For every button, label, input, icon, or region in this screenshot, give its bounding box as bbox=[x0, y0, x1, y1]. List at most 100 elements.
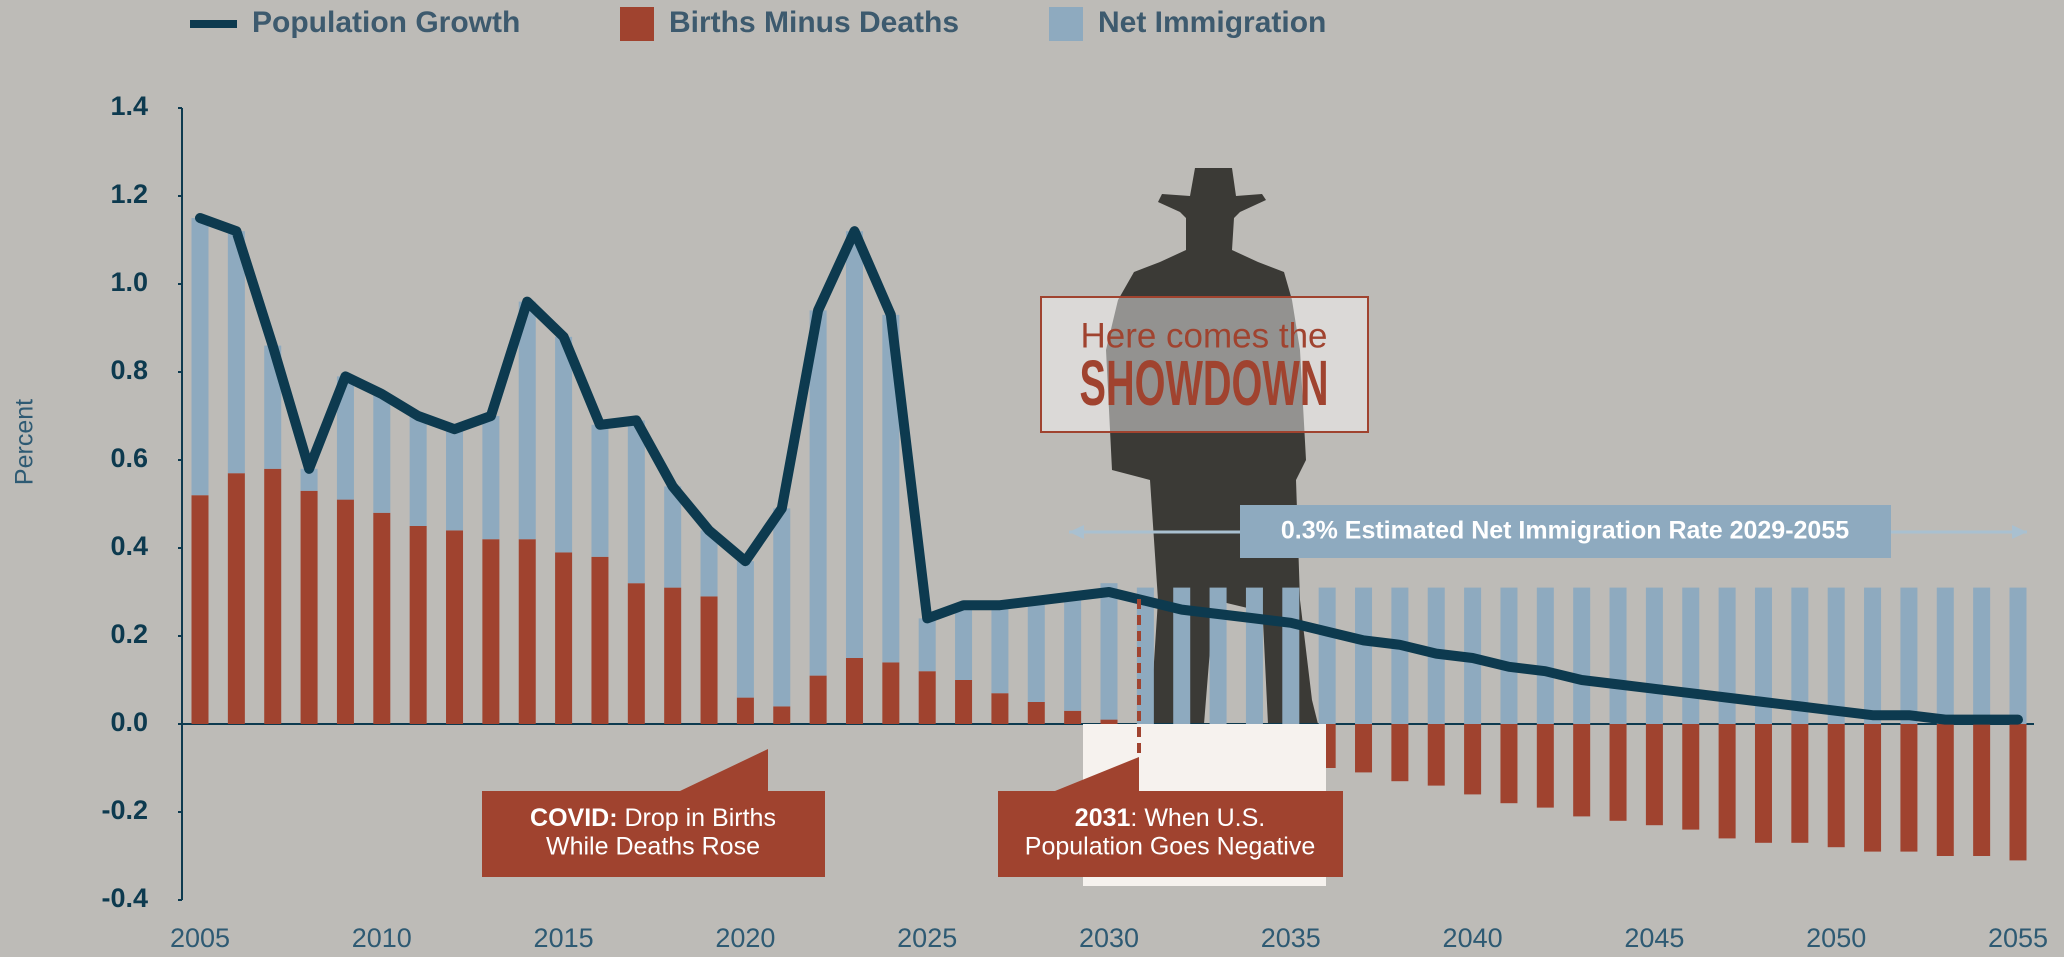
bar bbox=[1682, 724, 1699, 830]
legend-label: Net Immigration bbox=[1098, 6, 1326, 39]
bar bbox=[1355, 724, 1372, 772]
y-tick-label: 0.2 bbox=[110, 619, 148, 649]
y-tick-label: 1.2 bbox=[110, 179, 148, 209]
bar bbox=[1755, 724, 1772, 843]
y-tick-label: 0.6 bbox=[110, 443, 148, 473]
bar bbox=[410, 416, 427, 526]
bar bbox=[664, 588, 681, 724]
x-tick-label: 2020 bbox=[715, 923, 775, 953]
x-tick-label: 2055 bbox=[1988, 923, 2048, 953]
bar bbox=[1682, 588, 1699, 724]
legend-label: Births Minus Deaths bbox=[669, 6, 959, 39]
bar bbox=[846, 658, 863, 724]
bar bbox=[519, 539, 536, 724]
bar bbox=[1101, 583, 1118, 719]
bar bbox=[628, 583, 645, 724]
bar bbox=[2010, 724, 2027, 860]
bar bbox=[882, 662, 899, 724]
bar bbox=[1319, 588, 1336, 724]
x-tick-label: 2005 bbox=[170, 923, 230, 953]
bar bbox=[1900, 724, 1917, 852]
x-tick-label: 2050 bbox=[1806, 923, 1866, 953]
x-tick-label: 2035 bbox=[1261, 923, 1321, 953]
negative-line2: Population Goes Negative bbox=[1025, 833, 1315, 861]
bar bbox=[1719, 724, 1736, 838]
bar bbox=[1864, 588, 1881, 724]
bar bbox=[737, 561, 754, 697]
bar bbox=[1828, 724, 1845, 847]
bar bbox=[373, 394, 390, 513]
bar bbox=[1391, 724, 1408, 781]
bar bbox=[482, 539, 499, 724]
bar bbox=[2010, 588, 2027, 724]
bar bbox=[773, 706, 790, 724]
bar bbox=[810, 676, 827, 724]
bar bbox=[1210, 588, 1227, 724]
bar bbox=[955, 680, 972, 724]
bar bbox=[701, 596, 718, 724]
bar bbox=[1828, 588, 1845, 724]
bar bbox=[846, 231, 863, 658]
bar bbox=[628, 420, 645, 583]
bar bbox=[664, 486, 681, 587]
bar bbox=[1646, 588, 1663, 724]
bar bbox=[919, 671, 936, 724]
bar bbox=[1246, 588, 1263, 724]
legend-swatch bbox=[1049, 7, 1083, 41]
bar bbox=[1719, 588, 1736, 724]
bar bbox=[1537, 724, 1554, 808]
y-tick-label: 0.4 bbox=[110, 531, 148, 561]
legend-swatch bbox=[620, 7, 654, 41]
bar bbox=[1937, 588, 1954, 724]
negative-line1: 2031: When U.S. bbox=[1075, 804, 1265, 832]
y-tick-label: 1.0 bbox=[110, 267, 148, 297]
y-tick-label: 0.0 bbox=[110, 707, 148, 737]
y-tick-label: -0.4 bbox=[101, 883, 148, 913]
x-tick-label: 2040 bbox=[1443, 923, 1503, 953]
bar bbox=[1646, 724, 1663, 825]
bar bbox=[446, 530, 463, 724]
bar bbox=[1610, 724, 1627, 821]
bar bbox=[555, 552, 572, 724]
bar bbox=[1973, 588, 1990, 724]
chart: -0.4-0.20.00.20.40.60.81.01.21.420052010… bbox=[0, 0, 2064, 957]
bar bbox=[1500, 724, 1517, 803]
bar bbox=[301, 491, 318, 724]
bar bbox=[955, 605, 972, 680]
x-tick-label: 2010 bbox=[352, 923, 412, 953]
bar bbox=[1500, 588, 1517, 724]
x-tick-label: 2030 bbox=[1079, 923, 1139, 953]
bar bbox=[991, 605, 1008, 693]
legend-label: Population Growth bbox=[252, 6, 520, 39]
bar bbox=[1028, 702, 1045, 724]
bar bbox=[1864, 724, 1881, 852]
bar bbox=[1064, 711, 1081, 724]
y-axis-label: Percent bbox=[11, 399, 39, 485]
bar bbox=[773, 508, 790, 706]
showdown-line2: SHOWDOWN bbox=[1079, 348, 1328, 419]
bar bbox=[591, 425, 608, 557]
y-tick-label: 0.8 bbox=[110, 355, 148, 385]
bar bbox=[1610, 588, 1627, 724]
bar bbox=[446, 429, 463, 530]
covid-line2: While Deaths Rose bbox=[546, 833, 760, 861]
y-tick-label: -0.2 bbox=[101, 795, 148, 825]
bar bbox=[1573, 724, 1590, 816]
bar bbox=[228, 473, 245, 724]
x-tick-label: 2045 bbox=[1624, 923, 1684, 953]
negative-bold: 2031 bbox=[1075, 804, 1131, 832]
bar bbox=[1900, 588, 1917, 724]
covid-bold: COVID: bbox=[530, 804, 618, 832]
bar bbox=[264, 469, 281, 724]
bar bbox=[228, 231, 245, 473]
bar bbox=[1973, 724, 1990, 856]
bar bbox=[1101, 720, 1118, 724]
bar bbox=[482, 416, 499, 539]
bar bbox=[591, 557, 608, 724]
bar bbox=[737, 698, 754, 724]
bar bbox=[519, 302, 536, 540]
bar bbox=[192, 218, 209, 495]
bar bbox=[1355, 588, 1372, 724]
bar bbox=[1428, 724, 1445, 786]
bar bbox=[337, 500, 354, 724]
